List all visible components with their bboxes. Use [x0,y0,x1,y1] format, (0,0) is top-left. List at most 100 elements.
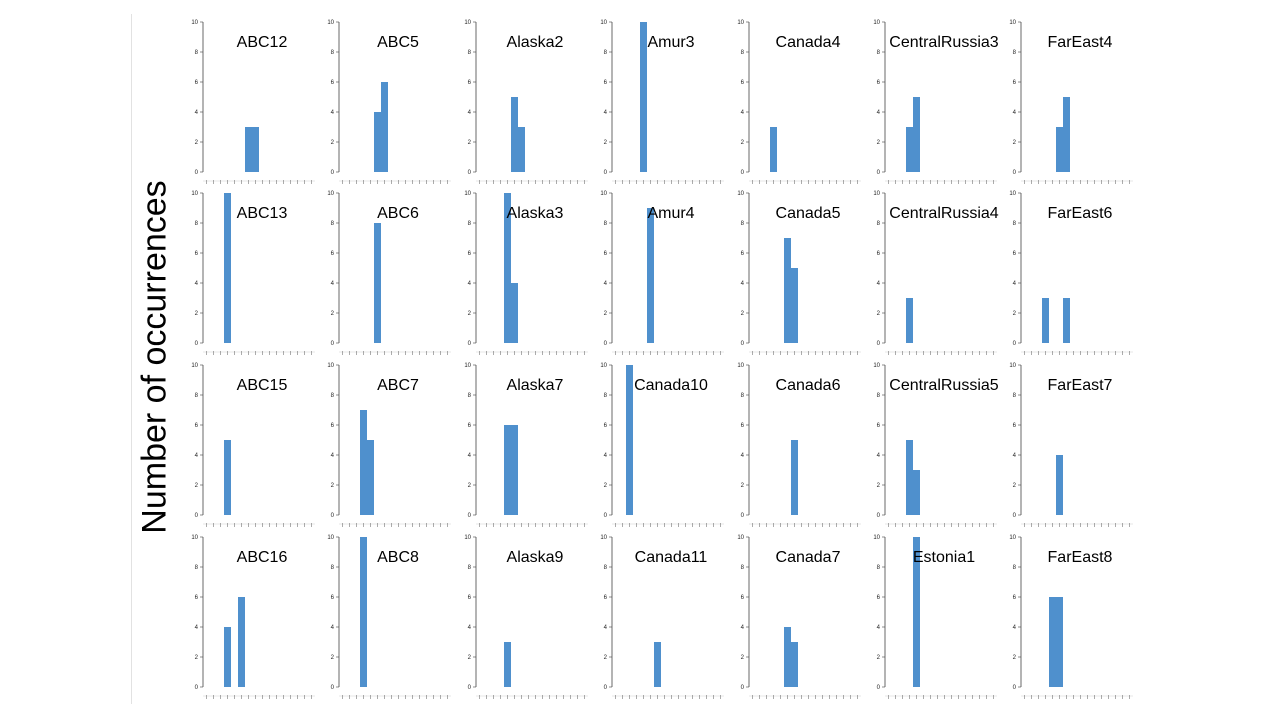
panel-centralrussia3: 0 2 4 6 8 10 CentralRussia3 [873,20,999,184]
y-tick-label: 10 [327,363,334,369]
y-tick-label: 0 [604,685,608,691]
y-tick-label: 10 [1009,363,1016,369]
y-tick-label: 4 [877,110,881,116]
y-tick-label: 10 [737,363,744,369]
panel-title: Canada7 [776,549,841,566]
y-tick-label: 2 [741,140,745,146]
y-tick-label: 4 [331,110,335,116]
y-tick-label: 10 [191,535,198,541]
y-tick-label: 2 [741,483,745,489]
panel-title: CentralRussia5 [889,377,998,394]
y-tick-label: 6 [468,80,472,86]
y-tick-label: 8 [1013,565,1017,571]
bar-centralrussia5-4 [913,470,920,515]
panel-title: Alaska7 [507,377,564,394]
y-tick-label: 4 [195,110,199,116]
y-tick-label: 4 [1013,625,1017,631]
panel-fareast8: 0 2 4 6 8 10 FarEast8 [1009,535,1133,699]
bar-centralrussia5-3 [906,440,913,515]
y-tick-label: 4 [1013,453,1017,459]
y-tick-label: 6 [604,595,608,601]
y-tick-label: 4 [195,453,199,459]
panel-title: ABC16 [237,549,288,566]
panel-alaska3: 0 2 4 6 8 10 Alaska3 [464,191,588,355]
y-tick-label: 2 [741,311,745,317]
bar-fareast7-5 [1056,455,1063,515]
bar-abc5-6 [381,82,388,172]
y-tick-label: 6 [468,595,472,601]
y-tick-label: 0 [195,341,199,347]
y-tick-label: 0 [741,170,745,176]
panel-title: FarEast7 [1048,377,1113,394]
y-tick-label: 10 [191,20,198,26]
bar-abc16-3 [224,627,231,687]
y-tick-label: 2 [468,140,472,146]
y-tick-label: 2 [331,655,335,661]
y-tick-label: 10 [737,191,744,197]
y-tick-label: 10 [464,20,471,26]
panel-canada6: 0 2 4 6 8 10 Canada6 [737,363,861,527]
y-tick-label: 6 [741,80,745,86]
bar-canada11-6 [654,642,661,687]
panel-abc16: 0 2 4 6 8 10 ABC16 [191,535,315,699]
y-tick-label: 0 [604,341,608,347]
y-tick-label: 4 [468,453,472,459]
y-tick-label: 10 [737,535,744,541]
bar-alaska3-4 [504,193,511,343]
y-tick-label: 0 [331,341,335,347]
bar-abc7-4 [367,440,374,515]
y-tick-label: 8 [1013,50,1017,56]
y-tick-label: 10 [327,535,334,541]
y-tick-label: 2 [1013,140,1017,146]
y-tick-label: 2 [604,655,608,661]
y-tick-label: 8 [468,565,472,571]
panel-title: Canada6 [776,377,841,394]
panel-title: ABC5 [377,34,419,51]
bar-amur4-5 [647,208,654,343]
bar-canada7-6 [791,642,798,687]
bar-canada4-3 [770,127,777,172]
y-tick-label: 4 [331,453,335,459]
panel-abc12: 0 2 4 6 8 10 ABC12 [191,20,315,184]
y-tick-label: 0 [1013,685,1017,691]
y-tick-label: 6 [877,251,881,257]
y-tick-label: 10 [600,20,607,26]
y-tick-label: 6 [604,423,608,429]
panel-title: FarEast8 [1048,549,1113,566]
panel-title: Amur3 [647,34,694,51]
panel-title: Amur4 [647,205,694,222]
y-tick-label: 8 [195,393,199,399]
y-tick-label: 10 [464,363,471,369]
y-tick-label: 8 [468,393,472,399]
bar-fareast8-4 [1049,597,1056,687]
y-tick-label: 4 [741,110,745,116]
y-tick-label: 0 [331,513,335,519]
y-tick-label: 4 [877,281,881,287]
y-tick-label: 6 [1013,251,1017,257]
panel-title: FarEast6 [1048,205,1113,222]
y-tick-label: 8 [195,50,199,56]
panel-title: Alaska2 [507,34,564,51]
y-tick-label: 6 [741,251,745,257]
y-tick-label: 2 [877,311,881,317]
y-tick-label: 10 [600,191,607,197]
y-tick-label: 2 [1013,483,1017,489]
y-tick-label: 10 [737,20,744,26]
panel-estonia1: 0 2 4 6 8 10 Estonia1 [873,535,997,699]
panel-fareast7: 0 2 4 6 8 10 FarEast7 [1009,363,1133,527]
y-tick-label: 6 [604,80,608,86]
y-tick-label: 10 [464,535,471,541]
bar-fareast4-5 [1056,127,1063,172]
y-tick-label: 2 [468,655,472,661]
y-tick-label: 8 [741,393,745,399]
panel-title: ABC8 [377,549,419,566]
bar-abc16-5 [238,597,245,687]
y-tick-label: 4 [468,110,472,116]
y-tick-label: 2 [877,483,881,489]
bar-fareast6-3 [1042,298,1049,343]
y-tick-label: 0 [1013,513,1017,519]
slide-left-rule [131,14,132,704]
y-tick-label: 8 [468,221,472,227]
